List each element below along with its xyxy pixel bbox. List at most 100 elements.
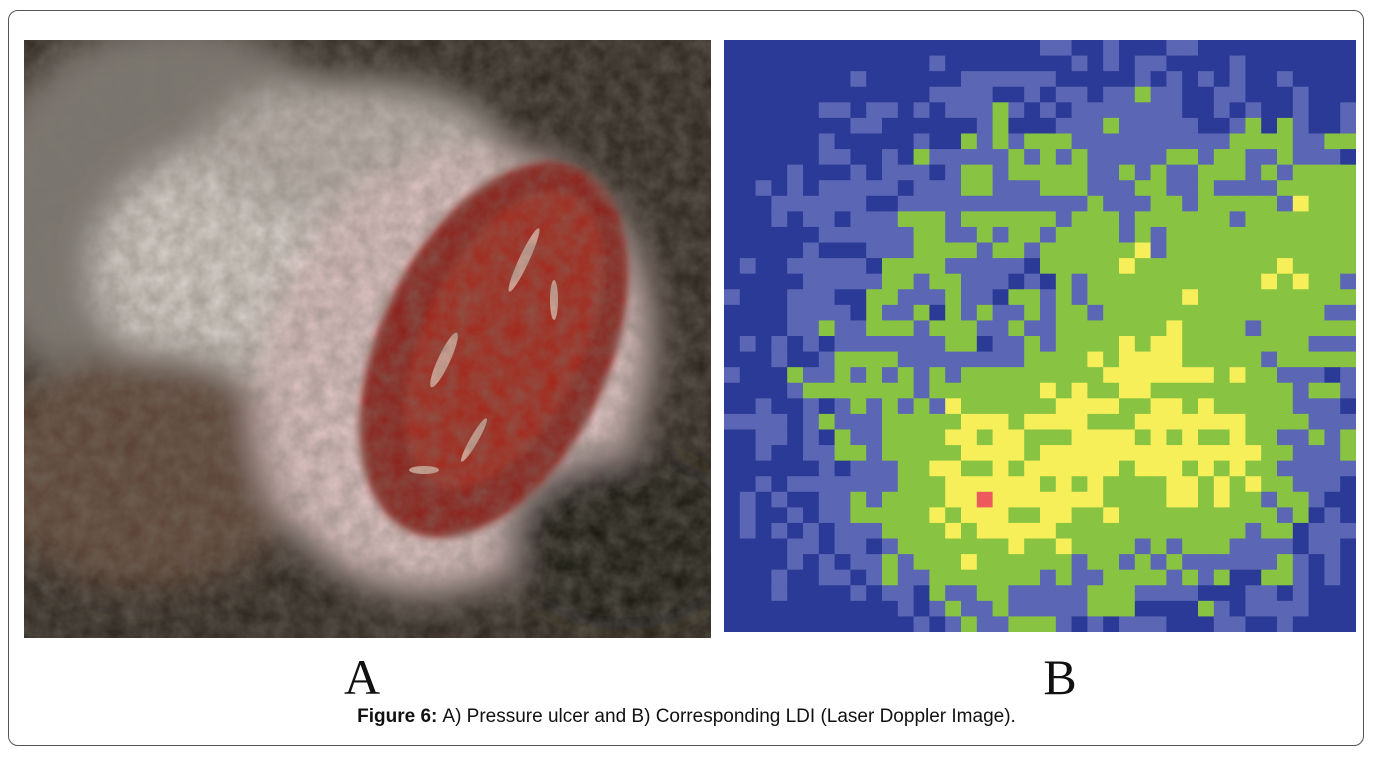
ldi-cell — [977, 211, 993, 227]
ldi-cell — [1230, 227, 1246, 243]
ldi-cell — [819, 243, 835, 259]
ldi-cell — [1119, 305, 1135, 321]
ldi-cell — [850, 445, 866, 461]
ldi-cell — [1166, 336, 1182, 352]
ldi-cell — [787, 196, 803, 212]
ldi-cell — [1056, 367, 1072, 383]
ldi-cell — [835, 118, 851, 134]
ldi-cell — [1309, 227, 1325, 243]
ldi-cell — [1261, 320, 1277, 336]
ldi-cell — [835, 461, 851, 477]
ldi-cell — [961, 149, 977, 165]
ldi-cell — [740, 554, 756, 570]
ldi-cell — [1245, 336, 1261, 352]
ldi-cell — [1340, 601, 1356, 617]
caption-label: Figure 6: — [357, 706, 437, 727]
ldi-cell — [914, 40, 930, 56]
ldi-cell — [1245, 554, 1261, 570]
ldi-cell — [850, 492, 866, 508]
ldi-cell — [1309, 429, 1325, 445]
ldi-cell — [724, 585, 740, 601]
ldi-cell — [1072, 180, 1088, 196]
ldi-cell — [1245, 274, 1261, 290]
ldi-cell — [1309, 320, 1325, 336]
ldi-cell — [1087, 320, 1103, 336]
ldi-cell — [1277, 196, 1293, 212]
ldi-cell — [1135, 258, 1151, 274]
ldi-cell — [929, 554, 945, 570]
ldi-cell — [787, 601, 803, 617]
ldi-cell — [1214, 320, 1230, 336]
ldi-cell — [803, 56, 819, 72]
ldi-cell — [866, 383, 882, 399]
ldi-cell — [803, 305, 819, 321]
ldi-cell — [1119, 56, 1135, 72]
ldi-cell — [1008, 461, 1024, 477]
ldi-cell — [787, 367, 803, 383]
ldi-cell — [1008, 71, 1024, 87]
ldi-cell — [835, 570, 851, 586]
ldi-cell — [1182, 180, 1198, 196]
ldi-cell — [1293, 554, 1309, 570]
ldi-cell — [898, 133, 914, 149]
ldi-cell — [1309, 523, 1325, 539]
ldi-cell — [1087, 398, 1103, 414]
ldi-cell — [1182, 570, 1198, 586]
ldi-cell — [1135, 492, 1151, 508]
ldi-cell — [993, 258, 1009, 274]
ldi-cell — [1166, 601, 1182, 617]
ldi-cell — [803, 211, 819, 227]
ldi-cell — [850, 305, 866, 321]
ldi-cell — [1072, 196, 1088, 212]
ldi-cell — [1040, 352, 1056, 368]
ldi-cell — [898, 243, 914, 259]
ldi-cell — [1056, 523, 1072, 539]
ldi-cell — [993, 274, 1009, 290]
ldi-cell — [1008, 352, 1024, 368]
ldi-cell — [1198, 274, 1214, 290]
ldi-cell — [1072, 492, 1088, 508]
ldi-cell — [1024, 227, 1040, 243]
ldi-cell — [724, 336, 740, 352]
ldi-cell — [803, 227, 819, 243]
ldi-cell — [882, 507, 898, 523]
ldi-cell — [866, 414, 882, 430]
ldi-cell — [787, 71, 803, 87]
ldi-cell — [1198, 429, 1214, 445]
ldi-cell — [993, 87, 1009, 103]
ldi-cell — [1198, 305, 1214, 321]
ldi-cell — [1198, 414, 1214, 430]
ldi-cell — [771, 539, 787, 555]
ldi-cell — [1293, 352, 1309, 368]
ldi-cell — [1261, 554, 1277, 570]
ldi-cell — [1103, 274, 1119, 290]
ldi-cell — [945, 320, 961, 336]
ldi-cell — [961, 429, 977, 445]
ldi-cell — [771, 336, 787, 352]
ldi-cell — [1166, 87, 1182, 103]
ldi-cell — [1309, 87, 1325, 103]
ldi-cell — [1151, 539, 1167, 555]
ldi-cell — [1040, 414, 1056, 430]
ldi-cell — [1040, 289, 1056, 305]
ldi-cell — [1340, 476, 1356, 492]
ldi-cell — [1230, 507, 1246, 523]
ldi-cell — [850, 289, 866, 305]
ldi-cell — [1293, 102, 1309, 118]
ldi-cell — [740, 461, 756, 477]
ldi-cell — [1230, 211, 1246, 227]
ldi-cell — [898, 352, 914, 368]
ldi-cell — [1135, 289, 1151, 305]
ldi-cell — [1008, 258, 1024, 274]
ldi-cell — [1261, 289, 1277, 305]
ldi-cell — [914, 539, 930, 555]
ldi-cell — [961, 616, 977, 632]
ldi-cell — [1230, 414, 1246, 430]
ldi-cell — [993, 398, 1009, 414]
ldi-cell — [850, 180, 866, 196]
ldi-cell — [914, 414, 930, 430]
ldi-cell — [1056, 133, 1072, 149]
ldi-cell — [1087, 554, 1103, 570]
ldi-cell — [1072, 539, 1088, 555]
ldi-cell — [1119, 445, 1135, 461]
